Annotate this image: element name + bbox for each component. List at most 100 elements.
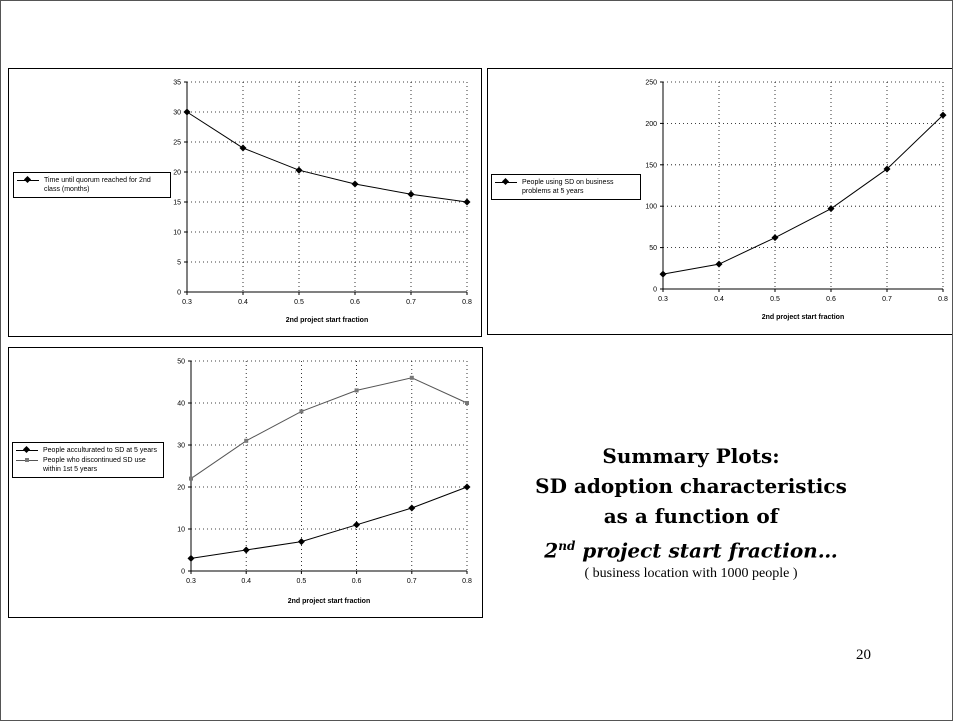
legend-entry: Time until quorum reached for 2nd class …	[17, 175, 167, 194]
series-line	[190, 486, 468, 559]
y-tick-label: 20	[177, 485, 185, 492]
summary-line-2: SD adoption characteristics	[535, 474, 847, 498]
data-point-square	[465, 401, 469, 405]
legend-quorum: Time until quorum reached for 2nd class …	[13, 172, 171, 198]
x-tick-label: 0.8	[462, 578, 472, 585]
data-point-diamond	[295, 166, 303, 174]
y-tick-label: 10	[173, 230, 181, 237]
y-tick-label: 0	[177, 290, 181, 297]
chart-panel-quorum: 0 5 10 15 20 25 30 35 0.3 0.4 0.5 0.6 0.7 0.8 2nd proj…	[8, 68, 482, 337]
y-tick-label: 0	[653, 287, 657, 294]
x-tick-label: 0.5	[294, 299, 304, 306]
y-tick-label: 30	[177, 443, 185, 450]
legend-entry: People who discontinued SD use within 1s…	[16, 456, 160, 474]
data-point-square	[244, 438, 249, 443]
x-tick-label: 0.7	[882, 296, 892, 303]
legend-label: People who discontinued SD use within 1s…	[43, 457, 146, 473]
data-point-diamond	[463, 483, 471, 491]
chart-quorum-time: 0 5 10 15 20 25 30 35 0.3 0.4 0.5 0.6 0.7 0.8 2nd proj…	[173, 80, 472, 325]
y-tick-label: 30	[173, 110, 181, 117]
x-tick-label: 0.6	[350, 299, 360, 306]
legend-label: People acculturated to SD at 5 years	[43, 447, 158, 454]
diamond-marker-icon	[495, 177, 517, 186]
x-tick-label: 0.6	[826, 296, 836, 303]
x-tick-label: 0.4	[714, 296, 724, 303]
y-tick-label: 40	[177, 401, 185, 408]
series-line	[190, 377, 468, 480]
data-point-diamond	[715, 260, 723, 268]
y-tick-label: 50	[649, 245, 657, 252]
data-point-square	[189, 476, 193, 481]
series-line	[186, 111, 468, 203]
legend-entry: People using SD on business problems at …	[495, 177, 637, 196]
y-tick-label: 20	[173, 170, 181, 177]
data-point-diamond	[183, 108, 191, 116]
data-point-diamond	[827, 205, 835, 213]
y-tick-label: 35	[173, 80, 181, 87]
data-point-diamond	[297, 538, 305, 546]
square-marker-icon	[16, 458, 38, 462]
page-number: 20	[856, 647, 871, 663]
data-point-diamond	[351, 180, 359, 188]
summary-line-4-rest: project start fraction…	[575, 538, 838, 563]
data-point-diamond	[239, 144, 247, 152]
summary-line-4-sup: nd	[558, 539, 576, 553]
data-point-diamond	[408, 504, 416, 512]
x-tick-label: 0.4	[238, 299, 248, 306]
x-tick-label: 0.7	[406, 299, 416, 306]
data-point-square	[409, 375, 414, 380]
data-point-diamond	[659, 270, 667, 278]
diamond-marker-icon	[16, 445, 38, 454]
chart-sd-users: 0 50 100 150 200 250 0.3 0.4 0.5 0.6 0.7 0.8 2nd pro…	[645, 80, 948, 322]
x-tick-label: 0.6	[352, 578, 362, 585]
data-point-diamond	[771, 234, 779, 242]
data-point-square	[354, 388, 359, 393]
data-point-diamond	[242, 546, 250, 554]
legend-acculturated: People acculturated to SD at 5 years Peo…	[12, 442, 164, 478]
chart-acculturated-discontinued: 0 10 20 30 40 50 0.3 0.4 0.5 0.6 0.7 0.8 2nd project…	[177, 359, 472, 606]
x-axis-label: 2nd project start fraction	[288, 598, 370, 605]
y-tick-label: 15	[173, 200, 181, 207]
x-tick-label: 0.4	[241, 578, 251, 585]
y-tick-label: 200	[645, 121, 657, 128]
y-tick-label: 25	[173, 140, 181, 147]
x-tick-label: 0.5	[770, 296, 780, 303]
x-tick-label: 0.7	[407, 578, 417, 585]
y-tick-label: 50	[177, 359, 185, 366]
x-tick-label: 0.8	[938, 296, 948, 303]
y-tick-label: 150	[645, 162, 657, 169]
y-tick-label: 10	[177, 527, 185, 534]
data-point-diamond	[353, 521, 361, 529]
summary-title: Summary Plots: SD adoption characteristi…	[531, 441, 851, 582]
series-line	[662, 114, 944, 275]
legend-label: Time until quorum reached for 2nd class …	[44, 177, 151, 193]
legend-users: People using SD on business problems at …	[491, 174, 641, 200]
chart-panel-acculturated: 0 10 20 30 40 50 0.3 0.4 0.5 0.6 0.7 0.8 2nd project…	[8, 347, 483, 618]
x-tick-label: 0.3	[182, 299, 192, 306]
legend-label: People using SD on business problems at …	[522, 179, 614, 195]
data-point-diamond	[463, 198, 471, 206]
data-point-diamond	[939, 111, 947, 119]
summary-line-3: as a function of	[603, 504, 779, 528]
y-tick-label: 5	[177, 260, 181, 267]
x-tick-label: 0.5	[297, 578, 307, 585]
summary-line-4-prefix: 2	[544, 538, 559, 563]
y-tick-label: 100	[645, 204, 657, 211]
data-point-diamond	[187, 554, 195, 562]
x-tick-label: 0.8	[462, 299, 472, 306]
y-tick-label: 250	[645, 80, 657, 87]
summary-subtitle: ( business location with 1000 people )	[584, 565, 798, 581]
diamond-marker-icon	[17, 175, 39, 184]
summary-line-1: Summary Plots:	[602, 444, 780, 468]
x-tick-label: 0.3	[186, 578, 196, 585]
data-point-diamond	[883, 165, 891, 173]
summary-line-4: 2nd project start fraction…	[531, 531, 851, 566]
data-point-diamond	[407, 190, 415, 198]
y-tick-label: 0	[181, 569, 185, 576]
x-axis-label: 2nd project start fraction	[286, 317, 368, 324]
data-point-square	[299, 409, 304, 414]
chart-panel-users: 0 50 100 150 200 250 0.3 0.4 0.5 0.6 0.7 0.8 2nd pro…	[487, 68, 952, 335]
x-axis-label: 2nd project start fraction	[762, 314, 844, 321]
legend-entry: People acculturated to SD at 5 years	[16, 445, 160, 455]
